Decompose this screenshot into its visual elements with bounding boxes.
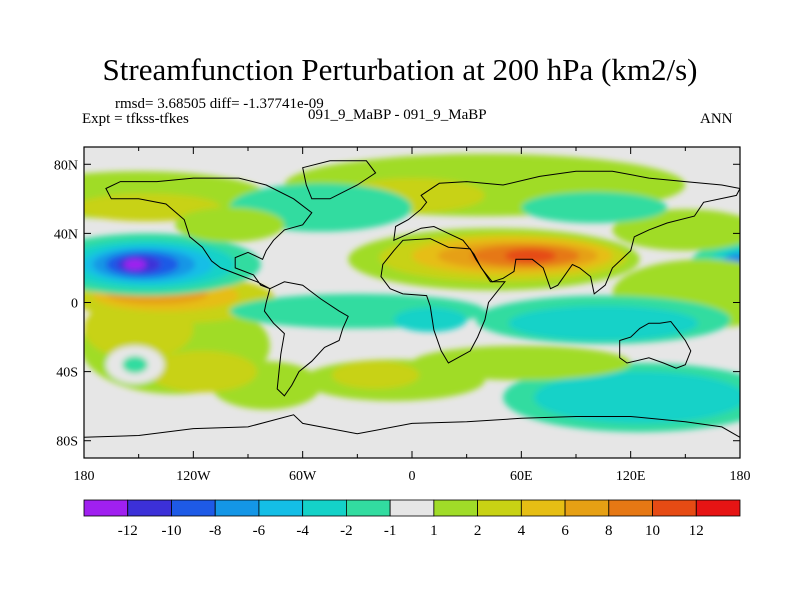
experiment-label: Expt = tfkss-tfkes (82, 111, 189, 127)
eu-high-6 (504, 248, 556, 263)
colorbar-swatch (520, 499, 566, 517)
np-low-7 (124, 259, 146, 270)
colorbar-label: 1 (430, 523, 438, 539)
stats-label: rmsd= 3.68505 diff= -1.37741e-09 (115, 96, 324, 112)
x-tick-label: 180 (730, 469, 751, 484)
south-america-outline (263, 281, 349, 397)
australia-outline (619, 320, 692, 369)
y-tick-label: 80N (54, 158, 78, 173)
colorbar-label: 4 (518, 523, 526, 539)
africa-outline (380, 238, 506, 364)
sa-high-2 (331, 361, 420, 389)
y-tick-label: 40S (56, 366, 78, 381)
colorbar-swatch (258, 499, 304, 517)
streamfunction-field (84, 153, 740, 433)
eurasia-outline (393, 170, 740, 295)
so-low-3 (576, 380, 722, 415)
colorbar-label: -10 (161, 523, 181, 539)
colorbar-label: -8 (209, 523, 222, 539)
colorbar-swatch (214, 499, 260, 517)
x-tick-label: 0 (409, 469, 416, 484)
colorbar-swatch (171, 499, 216, 517)
x-axis: 180 120W 60W 0 60E 120E 180 (74, 147, 751, 484)
colorbar: -12 -10 -8 -6 -4 -2 -1 1 2 4 6 8 10 12 (83, 499, 741, 539)
colorbar-swatch (564, 499, 610, 517)
antarctica-outline (84, 414, 740, 458)
y-tick-label: 40N (54, 227, 78, 242)
colorbar-swatch (477, 499, 522, 517)
colorbar-label: 12 (689, 523, 704, 539)
colorbar-swatch (345, 499, 391, 517)
x-tick-label: 120W (176, 469, 211, 484)
sp-center-low-2 (122, 356, 148, 374)
colorbar-swatch (302, 499, 347, 517)
chart-title: Streamfunction Perturbation at 200 hPa (… (102, 52, 698, 87)
colorbar-label: 6 (561, 523, 569, 539)
arctic-low-2 (295, 204, 383, 229)
period-label: ANN (700, 111, 733, 127)
trop-low-2 (393, 307, 467, 332)
x-tick-label: 120E (616, 469, 646, 484)
x-tick-label: 180 (74, 469, 95, 484)
north-low-e (521, 191, 668, 224)
sp-band-4 (147, 350, 258, 393)
y-axis: 80N 40N 0 40S 80S (54, 158, 740, 450)
sa-band (411, 345, 631, 381)
colorbar-swatch (389, 499, 435, 517)
colorbar-swatch (608, 499, 653, 517)
y-tick-label: 0 (71, 297, 78, 312)
coastlines (84, 160, 740, 458)
colorbar-label: -2 (340, 523, 353, 539)
colorbar-swatch (127, 499, 172, 517)
colorbar-label: -1 (384, 523, 397, 539)
case-label: 091_9_MaBP - 091_9_MaBP (308, 107, 487, 123)
y-tick-label: 80S (56, 435, 78, 450)
east-high (612, 209, 740, 251)
colorbar-label: 8 (605, 523, 613, 539)
contour-layers (84, 153, 740, 433)
colorbar-label: -12 (118, 523, 138, 539)
colorbar-swatch (652, 499, 697, 517)
io-low-3 (546, 311, 679, 336)
greenland-outline (302, 160, 377, 200)
colorbar-label: 2 (474, 523, 482, 539)
x-tick-label: 60E (510, 469, 533, 484)
north-america-outline (105, 177, 313, 290)
colorbar-swatch (83, 499, 129, 517)
colorbar-label: -6 (253, 523, 266, 539)
colorbar-swatch (695, 499, 741, 517)
x-tick-label: 60W (289, 469, 317, 484)
n-atl-high (175, 207, 285, 243)
colorbar-swatch (433, 499, 479, 517)
colorbar-label: -4 (296, 523, 309, 539)
colorbar-label: 10 (645, 523, 660, 539)
